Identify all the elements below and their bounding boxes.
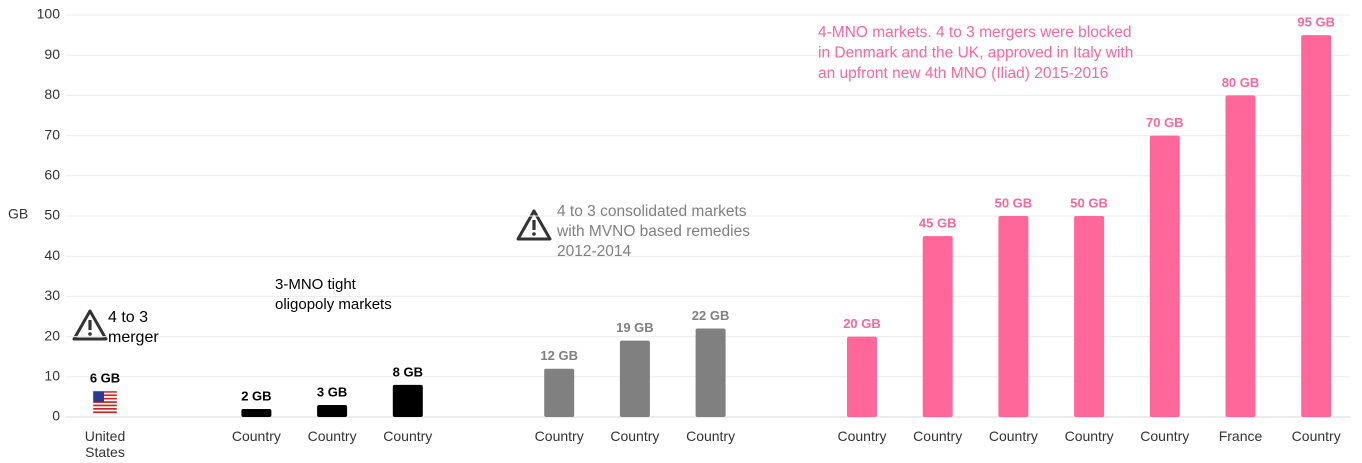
y-tick-label: 30 xyxy=(44,287,60,303)
bar xyxy=(1149,135,1180,417)
annotation: 4 to 3 consolidated markets xyxy=(557,203,747,220)
bar xyxy=(544,368,575,417)
bar xyxy=(1301,35,1332,417)
y-tick-label: 100 xyxy=(37,6,61,22)
bar xyxy=(922,236,953,417)
value-label: 80 GB xyxy=(1222,75,1260,90)
warning-icon xyxy=(516,209,552,241)
value-label: 20 GB xyxy=(843,316,881,331)
flag-border xyxy=(92,390,118,415)
x-tick-label: Country xyxy=(1140,428,1190,444)
flag-stripe xyxy=(93,401,117,403)
annotation: 2012-2014 xyxy=(557,243,632,260)
bar xyxy=(1225,95,1256,418)
x-tick-label: Country xyxy=(383,428,433,444)
annotation: merger xyxy=(108,329,159,346)
y-tick-label: 90 xyxy=(44,46,60,62)
y-axis-label: GB xyxy=(8,206,28,222)
y-tick-label: 10 xyxy=(44,368,60,384)
x-tick-label: Country xyxy=(988,428,1038,444)
y-tick-label: 60 xyxy=(44,167,60,183)
value-label: 6 GB xyxy=(90,370,120,385)
flag-stripe xyxy=(93,394,117,397)
y-tick-label: 80 xyxy=(44,86,60,102)
value-label: 95 GB xyxy=(1297,15,1335,30)
value-label: 12 GB xyxy=(540,348,578,363)
y-tick-label: 40 xyxy=(44,247,60,263)
flag-mark xyxy=(92,390,118,415)
flag-canton xyxy=(93,391,104,402)
x-tick-label: United States xyxy=(84,428,126,460)
flag-stripe xyxy=(93,397,117,400)
annotation: oligopoly markets xyxy=(275,296,392,313)
x-tick-label: Country xyxy=(837,428,887,444)
y-tick-label: 50 xyxy=(44,207,60,223)
x-tick-label: Country xyxy=(610,428,660,444)
x-tick-label: Country xyxy=(534,428,584,444)
x-tick-label: Country xyxy=(1064,428,1114,444)
y-tick-label: 0 xyxy=(52,408,60,424)
value-label: 3 GB xyxy=(317,384,347,399)
bar xyxy=(392,384,423,417)
flag-stripe xyxy=(93,404,117,407)
bar xyxy=(317,404,348,417)
annotation: an upfront new 4th MNO (Iliad) 2015-2016 xyxy=(818,65,1108,82)
flag-stripe xyxy=(93,391,117,393)
bar xyxy=(241,408,272,417)
annotation: 3-MNO tight xyxy=(275,276,357,293)
value-label: 19 GB xyxy=(616,320,654,335)
annotation: with MVNO based remedies xyxy=(556,223,750,240)
x-tick-label: Country xyxy=(307,428,357,444)
x-tick-label: Country xyxy=(1291,428,1341,444)
annotation: 4 to 3 xyxy=(108,309,148,326)
value-label: 70 GB xyxy=(1146,115,1184,130)
value-label: 8 GB xyxy=(393,364,423,379)
bar xyxy=(695,328,726,417)
value-label: 22 GB xyxy=(692,308,730,323)
value-label: 50 GB xyxy=(1070,195,1108,210)
x-tick-label: France xyxy=(1218,428,1263,444)
annotation: in Denmark and the UK, approved in Italy… xyxy=(818,45,1133,62)
warning-icon xyxy=(72,309,108,341)
value-label: 2 GB xyxy=(241,388,271,403)
flag-stripe xyxy=(93,408,117,410)
y-tick-label: 70 xyxy=(44,126,60,142)
value-label: 50 GB xyxy=(995,195,1033,210)
bar xyxy=(1074,216,1105,417)
x-tick-label: Country xyxy=(231,428,281,444)
flag-stripe xyxy=(93,411,117,414)
x-tick-label: Country xyxy=(686,428,736,444)
bar xyxy=(847,336,877,417)
value-label: 45 GB xyxy=(919,216,957,231)
x-tick-label: Country xyxy=(913,428,963,444)
annotation: 4-MNO markets. 4 to 3 mergers were block… xyxy=(818,24,1132,41)
y-tick-label: 20 xyxy=(44,327,60,343)
bar xyxy=(619,340,650,417)
bar xyxy=(998,216,1029,417)
